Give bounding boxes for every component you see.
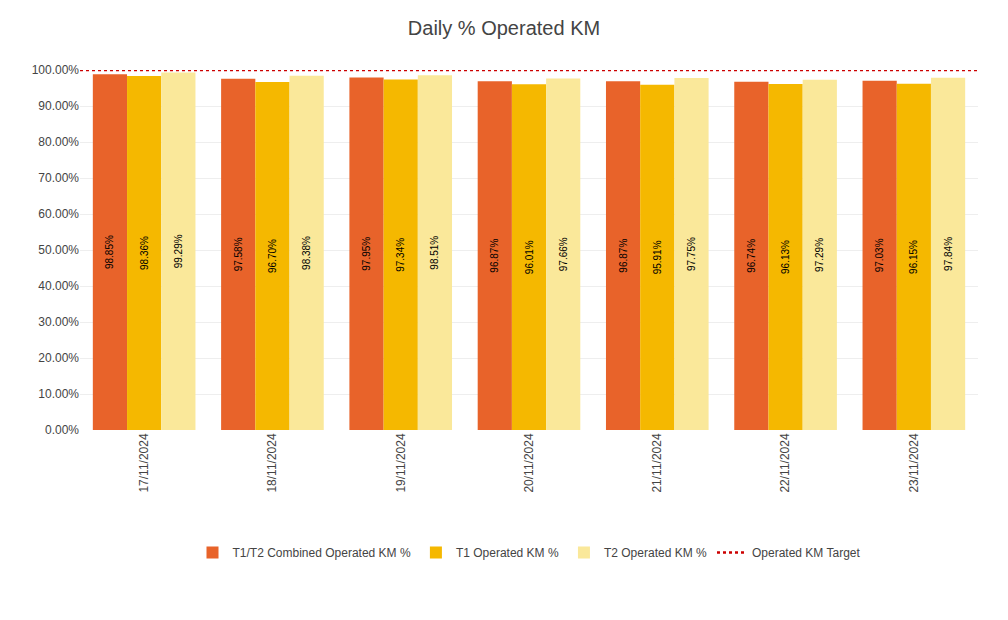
svg-text:20.00%: 20.00%	[38, 351, 79, 365]
svg-text:60.00%: 60.00%	[38, 207, 79, 221]
svg-text:96.87%: 96.87%	[489, 239, 500, 273]
svg-text:97.29%: 97.29%	[814, 238, 825, 272]
svg-text:0.00%: 0.00%	[45, 423, 79, 437]
svg-text:98.51%: 98.51%	[429, 236, 440, 270]
svg-text:19/11/2024: 19/11/2024	[394, 433, 408, 492]
svg-text:96.70%: 96.70%	[267, 239, 278, 273]
svg-text:95.91%: 95.91%	[652, 240, 663, 274]
svg-text:21/11/2024: 21/11/2024	[650, 433, 664, 492]
svg-text:97.95%: 97.95%	[361, 237, 372, 271]
svg-text:30.00%: 30.00%	[38, 315, 79, 329]
svg-text:98.85%: 98.85%	[104, 235, 115, 269]
svg-text:100.00%: 100.00%	[32, 63, 80, 77]
svg-text:96.13%: 96.13%	[780, 240, 791, 274]
svg-text:98.38%: 98.38%	[301, 236, 312, 270]
svg-text:40.00%: 40.00%	[38, 279, 79, 293]
svg-text:23/11/2024: 23/11/2024	[907, 433, 921, 492]
svg-text:97.03%: 97.03%	[874, 238, 885, 272]
svg-text:97.75%: 97.75%	[686, 237, 697, 271]
svg-text:T2 Operated KM %: T2 Operated KM %	[604, 546, 707, 560]
svg-text:97.84%: 97.84%	[943, 237, 954, 271]
svg-text:70.00%: 70.00%	[38, 171, 79, 185]
svg-text:96.87%: 96.87%	[618, 239, 629, 273]
svg-text:T1 Operated KM %: T1 Operated KM %	[456, 546, 559, 560]
svg-text:50.00%: 50.00%	[38, 243, 79, 257]
svg-text:99.29%: 99.29%	[173, 234, 184, 268]
svg-text:Daily % Operated KM: Daily % Operated KM	[408, 17, 600, 39]
svg-text:96.15%: 96.15%	[908, 240, 919, 274]
svg-text:80.00%: 80.00%	[38, 135, 79, 149]
svg-text:97.58%: 97.58%	[233, 237, 244, 271]
svg-text:Operated KM Target: Operated KM Target	[752, 546, 861, 560]
svg-text:96.01%: 96.01%	[524, 240, 535, 274]
svg-text:90.00%: 90.00%	[38, 99, 79, 113]
svg-text:20/11/2024: 20/11/2024	[522, 433, 536, 492]
svg-text:17/11/2024: 17/11/2024	[137, 433, 151, 492]
svg-text:22/11/2024: 22/11/2024	[778, 433, 792, 492]
svg-text:18/11/2024: 18/11/2024	[265, 433, 279, 492]
svg-text:97.66%: 97.66%	[558, 237, 569, 271]
svg-text:10.00%: 10.00%	[38, 387, 79, 401]
svg-text:96.74%: 96.74%	[746, 239, 757, 273]
svg-text:T1/T2 Combined Operated KM %: T1/T2 Combined Operated KM %	[233, 546, 411, 560]
svg-text:98.36%: 98.36%	[139, 236, 150, 270]
svg-text:97.34%: 97.34%	[395, 238, 406, 272]
